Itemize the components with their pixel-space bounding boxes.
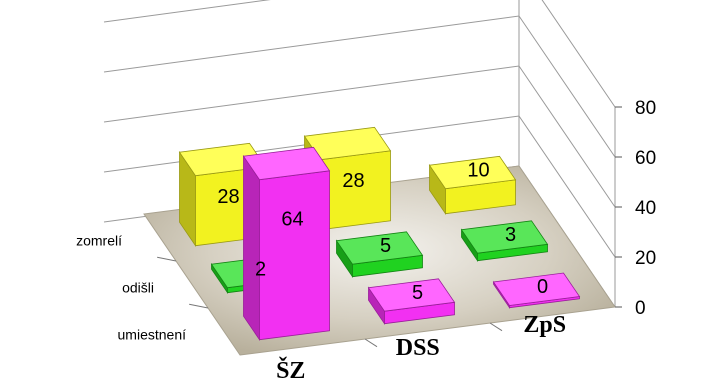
data-label: 2: [255, 258, 266, 280]
col-tick: [489, 322, 503, 332]
row-tick: [189, 303, 209, 309]
series-label: zomrelí: [76, 233, 122, 249]
z-tick-label: 80: [635, 98, 656, 119]
z-tick-label: 0: [635, 298, 646, 319]
data-label: 3: [505, 224, 516, 246]
data-label: 10: [467, 159, 489, 181]
data-label: 64: [281, 208, 303, 230]
data-labels: 28 28 10 2 5 3 64 5 0: [217, 159, 548, 304]
data-label: 0: [537, 276, 548, 298]
bar-front: [259, 170, 330, 341]
bar: [492, 272, 581, 309]
data-label: 28: [342, 170, 364, 192]
data-label: 28: [217, 186, 239, 208]
bar: [460, 220, 549, 262]
series-label: odišli: [122, 280, 154, 296]
bar-top: [242, 146, 331, 181]
category-label: DSS: [396, 335, 440, 361]
bars: [178, 126, 581, 341]
col-tick: [364, 338, 378, 348]
bar-top: [492, 272, 581, 306]
category-label: ZpS: [523, 312, 566, 338]
bar: [428, 155, 517, 215]
z-tick-label: 40: [635, 198, 656, 219]
bar-top: [428, 155, 517, 190]
bar-side: [243, 154, 260, 341]
gridline: [103, 0, 616, 108]
bar-top: [460, 220, 549, 254]
row-tick: [157, 256, 177, 262]
bar: [367, 278, 456, 325]
z-tick-label: 20: [635, 248, 656, 269]
data-label: 5: [412, 282, 423, 304]
z-tick-label: 60: [635, 148, 656, 169]
bar-top: [335, 231, 424, 265]
bar: [242, 146, 331, 341]
bar-top: [367, 278, 456, 312]
data-label: 5: [380, 235, 391, 257]
series-label: umiestnení: [118, 327, 187, 343]
bar-top: [303, 126, 392, 161]
bar: [335, 231, 424, 278]
category-label: ŠZ: [276, 357, 305, 384]
